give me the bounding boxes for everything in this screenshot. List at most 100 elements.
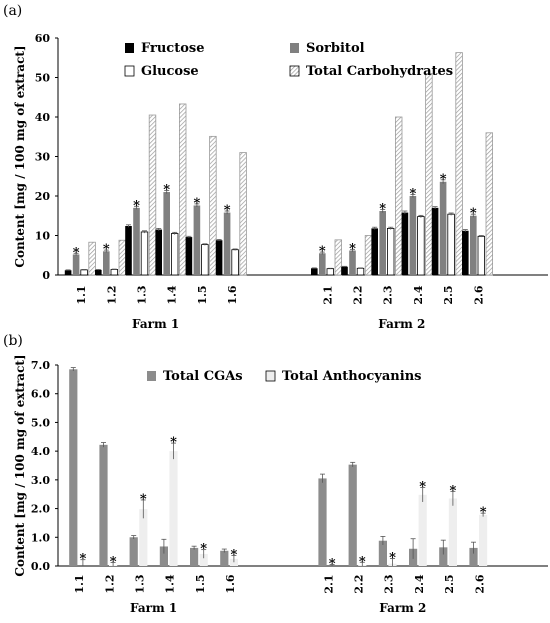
category-label: 1.6: [224, 574, 237, 593]
legend-swatch: [124, 65, 135, 77]
bar-total-carbohydrates: [239, 152, 247, 276]
panel-label: (b): [3, 333, 23, 349]
significance-marker: *: [224, 203, 231, 218]
bar-glucose: [231, 249, 239, 276]
group-label: Farm 2: [378, 317, 425, 331]
significance-marker: *: [379, 201, 386, 216]
significance-marker: *: [359, 554, 366, 569]
bar-glucose: [417, 216, 425, 276]
significance-marker: *: [79, 552, 86, 567]
category-label: 1.1: [73, 574, 86, 593]
bar-fructose: [311, 268, 318, 275]
bar-total-cgas: [348, 464, 357, 566]
category-label: 2.6: [472, 285, 485, 304]
bar-fructose: [155, 229, 162, 275]
legend-swatch: [265, 370, 276, 382]
group-label: Farm 2: [379, 601, 426, 615]
significance-marker: *: [409, 186, 416, 201]
y-tick-label: 0: [42, 269, 50, 282]
bar-sorbitol: [470, 215, 477, 275]
bar-sorbitol: [409, 196, 417, 275]
y-tick-label: 1.0: [31, 531, 50, 544]
bar-total-anthocyanins: [418, 494, 427, 566]
y-tick-label: 0.0: [31, 560, 50, 573]
category-label: 2.2: [352, 285, 365, 304]
significance-marker: *: [200, 542, 207, 557]
chart-panel-b: (b) 0.0 1.0 2.0 3.0 4.0 5.0 6.0 7.0 Content [mg /…: [3, 333, 548, 615]
y-tick-label: 10: [35, 230, 51, 243]
legend-label: Sorbitol: [306, 41, 365, 56]
bar-glucose: [110, 269, 118, 276]
bar-sorbitol: [379, 211, 386, 275]
bar-fructose: [215, 240, 223, 275]
legend-swatch: [147, 371, 156, 381]
bar-total-carbohydrates: [485, 132, 493, 276]
category-label: 1.6: [226, 285, 239, 304]
y-tick-label: 50: [35, 72, 51, 85]
bar-total-carbohydrates: [334, 239, 342, 276]
legend-swatch: [290, 43, 299, 53]
category-label: 2.3: [383, 574, 396, 593]
bar-sorbitol: [163, 192, 170, 275]
category-label: 2.5: [442, 285, 455, 304]
significance-marker: *: [73, 245, 80, 260]
category-label: 2.5: [443, 574, 456, 593]
significance-marker: *: [440, 172, 447, 187]
bar-fructose: [341, 266, 348, 275]
bar-glucose: [477, 235, 485, 276]
bar-total-anthocyanins: [169, 451, 178, 566]
bar-sorbitol: [193, 205, 201, 275]
bar-total-cgas: [190, 547, 199, 566]
bar-total-carbohydrates: [118, 239, 126, 276]
bar-glucose: [170, 233, 179, 276]
significance-marker: *: [470, 206, 477, 221]
category-label: 2.3: [382, 285, 395, 304]
significance-marker: *: [319, 244, 326, 259]
bar-glucose: [447, 213, 455, 276]
bar-total-cgas: [129, 537, 138, 566]
significance-marker: *: [230, 547, 237, 562]
bar-total-cgas: [99, 444, 108, 566]
bar-total-cgas: [69, 369, 78, 566]
bar-total-carbohydrates: [209, 135, 217, 276]
legend-label: Total Anthocyanins: [282, 369, 421, 384]
bar-total-carbohydrates: [148, 114, 157, 276]
bar-fructose: [431, 207, 439, 275]
y-tick-label: 20: [35, 190, 51, 203]
significance-marker: *: [163, 182, 170, 197]
bar-glucose: [201, 244, 209, 276]
y-tick-label: 3.0: [31, 474, 50, 487]
y-tick-label: 40: [35, 111, 51, 124]
category-label: 1.5: [196, 285, 209, 304]
bar-total-anthocyanins: [448, 498, 457, 566]
bar-total-anthocyanins: [199, 553, 208, 566]
bar-total-cgas: [378, 540, 387, 566]
chart-panel-a: (a) 0 10 20 30 40 50 60 Content [mg / 100 mg of …: [3, 3, 548, 331]
bar-total-carbohydrates: [178, 103, 187, 276]
category-label: 1.1: [75, 285, 88, 304]
legend-swatch: [289, 65, 300, 77]
bar-sorbitol: [103, 251, 110, 275]
bar-total-cgas: [469, 547, 478, 566]
bar-total-cgas: [318, 478, 327, 566]
bar-fructose: [64, 270, 72, 275]
category-label: 1.5: [194, 574, 207, 593]
bar-sorbitol: [223, 212, 231, 275]
y-tick-label: 60: [35, 32, 51, 45]
category-label: 2.1: [322, 574, 335, 593]
bar-total-carbohydrates: [394, 116, 403, 276]
y-tick-label: 4.0: [31, 445, 50, 458]
category-label: 1.3: [136, 285, 149, 304]
group-label: Farm 1: [132, 317, 179, 331]
bar-sorbitol: [439, 181, 447, 275]
y-axis-title: Content [mg / 100 mg of extract]: [13, 45, 27, 267]
group-label: Farm 1: [130, 601, 177, 615]
significance-marker: *: [449, 483, 456, 498]
y-tick-label: 30: [35, 151, 51, 164]
bar-total-cgas: [159, 546, 168, 566]
legend-label: Total CGAs: [163, 369, 243, 384]
category-label: 2.2: [353, 574, 366, 593]
legend-label: Fructose: [141, 41, 204, 56]
bar-glucose: [356, 267, 365, 276]
category-label: 1.3: [134, 574, 147, 593]
